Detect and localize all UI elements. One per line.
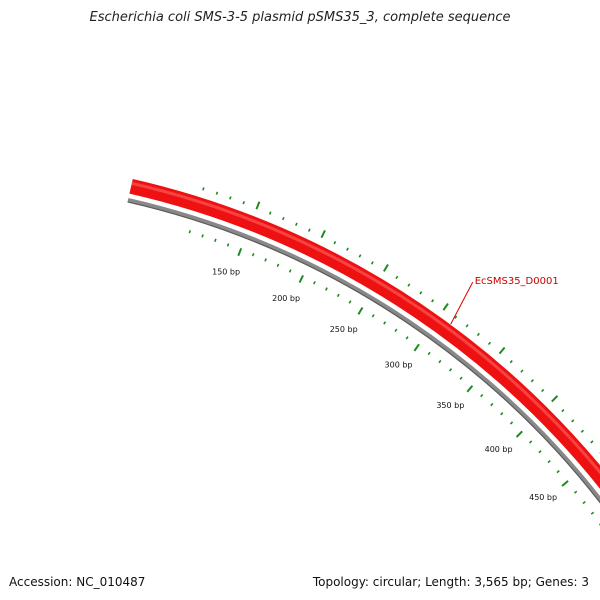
outer-minor-tick xyxy=(215,191,219,195)
inner-minor-tick xyxy=(582,501,586,505)
outer-minor-tick xyxy=(202,187,205,191)
outer-minor-tick xyxy=(530,379,534,383)
inner-major-tick xyxy=(561,480,569,487)
outer-minor-tick xyxy=(282,216,285,221)
outer-minor-tick xyxy=(407,283,411,287)
inner-minor-tick xyxy=(459,376,463,380)
inner-minor-tick xyxy=(288,269,292,273)
outer-minor-tick xyxy=(541,388,545,393)
inner-minor-tick xyxy=(394,328,398,332)
outer-minor-tick xyxy=(509,360,513,364)
tick-label: 450 bp xyxy=(529,493,557,502)
outer-minor-tick xyxy=(487,341,492,346)
outer-minor-tick xyxy=(465,324,469,328)
inner-minor-tick xyxy=(276,263,280,268)
inner-minor-tick xyxy=(556,470,560,474)
plasmid-backbone-shadow xyxy=(127,201,600,504)
inner-minor-tick xyxy=(188,230,192,234)
tick-label: 250 bp xyxy=(330,325,358,334)
outer-major-tick xyxy=(383,264,389,272)
outer-major-tick xyxy=(442,303,449,311)
outer-minor-tick xyxy=(295,222,298,226)
outer-minor-tick xyxy=(520,369,524,373)
outer-major-tick xyxy=(551,395,559,403)
map-title: Escherichia coli SMS-3-5 plasmid pSMS35_… xyxy=(89,10,511,25)
inner-minor-tick xyxy=(448,368,453,372)
inner-minor-tick xyxy=(313,281,316,285)
outer-minor-tick xyxy=(307,228,311,232)
gene-arc-highlight xyxy=(131,181,600,475)
outer-major-tick xyxy=(255,201,261,210)
outer-minor-tick xyxy=(370,261,374,265)
inner-minor-tick xyxy=(573,490,578,494)
inner-minor-tick xyxy=(490,402,494,407)
inner-minor-tick xyxy=(509,421,514,425)
tick-label: 200 bp xyxy=(272,294,300,303)
outer-major-tick xyxy=(498,346,506,355)
outer-minor-tick xyxy=(476,332,480,337)
inner-major-tick xyxy=(357,306,364,315)
inner-minor-tick xyxy=(226,243,230,247)
tick-label: 150 bp xyxy=(212,268,240,277)
inner-minor-tick xyxy=(590,511,595,515)
gene-arc[interactable] xyxy=(129,178,600,529)
inner-minor-tick xyxy=(405,336,409,340)
outer-minor-tick xyxy=(229,196,232,200)
tick-labels: 150 bp 200 bp 250 bp 300 bp 350 bp 400 bp 450 … xyxy=(212,268,557,503)
tick-label: 300 bp xyxy=(385,361,413,370)
accession-text: Accession: NC_010487 xyxy=(9,575,146,589)
gene-label-leader-line xyxy=(450,281,474,325)
outer-tick-marks xyxy=(202,187,600,454)
inner-minor-tick xyxy=(383,321,387,325)
inner-minor-tick xyxy=(427,351,431,356)
outer-minor-tick xyxy=(431,299,435,303)
inner-minor-tick xyxy=(264,258,267,262)
inner-minor-tick xyxy=(438,359,442,364)
outer-minor-tick xyxy=(268,211,272,215)
outer-minor-tick xyxy=(395,275,399,280)
inner-major-tick xyxy=(298,274,304,284)
inner-minor-tick xyxy=(500,412,504,416)
tick-label: 400 bp xyxy=(485,445,513,454)
outer-minor-tick xyxy=(346,247,349,251)
inner-minor-tick xyxy=(214,238,217,242)
outer-minor-tick xyxy=(242,201,245,205)
inner-minor-tick xyxy=(538,450,542,454)
inner-major-tick xyxy=(237,247,243,257)
inner-major-tick xyxy=(413,343,420,352)
outer-minor-tick xyxy=(454,315,458,319)
outer-minor-tick xyxy=(419,291,423,295)
inner-minor-tick xyxy=(201,234,204,238)
outer-minor-tick xyxy=(358,254,362,258)
tick-label: 350 bp xyxy=(436,401,464,410)
outer-minor-tick xyxy=(561,408,565,413)
inner-major-tick xyxy=(515,430,523,438)
outer-minor-tick xyxy=(333,240,337,245)
inner-tick-marks xyxy=(188,230,600,526)
inner-minor-tick xyxy=(371,314,375,318)
plasmid-backbone xyxy=(127,198,600,503)
inner-minor-tick xyxy=(336,293,340,298)
inner-minor-tick xyxy=(528,440,533,444)
inner-minor-tick xyxy=(547,459,551,464)
inner-minor-tick xyxy=(348,300,352,304)
outer-minor-tick xyxy=(571,419,575,423)
inner-minor-tick xyxy=(325,287,328,291)
inner-major-tick xyxy=(466,385,474,393)
gene-labels[interactable]: EcSMS35_D0001 xyxy=(450,276,559,325)
outer-minor-tick xyxy=(580,429,585,433)
outer-minor-tick xyxy=(590,440,594,444)
inner-minor-tick xyxy=(480,393,484,398)
summary-text: Topology: circular; Length: 3,565 bp; Ge… xyxy=(312,575,589,589)
inner-minor-tick xyxy=(251,253,255,257)
gene-label[interactable]: EcSMS35_D0001 xyxy=(475,276,559,287)
outer-major-tick xyxy=(320,230,326,239)
